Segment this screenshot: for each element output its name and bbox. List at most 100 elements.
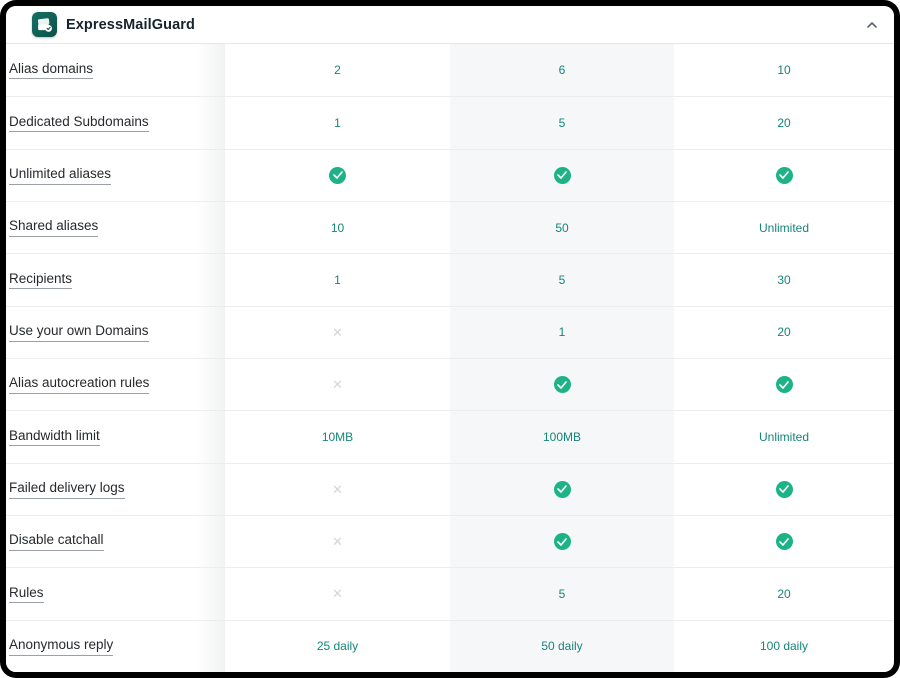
value-cell: ✕ bbox=[225, 307, 450, 358]
feature-cell: Failed delivery logs bbox=[6, 463, 225, 516]
feature-label[interactable]: Disable catchall bbox=[9, 532, 104, 551]
stacked-mail-logo-icon bbox=[32, 12, 57, 37]
value-cell bbox=[674, 150, 894, 201]
feature-cell: Dedicated Subdomains bbox=[6, 97, 225, 149]
value-cell: 2 bbox=[225, 44, 450, 96]
value-text: Unlimited bbox=[758, 429, 809, 444]
check-icon bbox=[775, 166, 793, 184]
value-cell: 1 bbox=[225, 97, 450, 148]
value-cell: Unlimited bbox=[674, 202, 894, 253]
value-text: 1 bbox=[334, 115, 341, 130]
value-cell: 20 bbox=[674, 307, 894, 358]
value-text: 20 bbox=[777, 115, 791, 130]
feature-cell: Disable catchall bbox=[6, 515, 225, 568]
value-text: 5 bbox=[558, 586, 566, 601]
value-cell: 1 bbox=[225, 254, 450, 305]
feature-label[interactable]: Anonymous reply bbox=[9, 637, 114, 656]
check-icon bbox=[775, 533, 793, 551]
value-text: 20 bbox=[777, 586, 791, 601]
check-icon bbox=[553, 166, 571, 184]
feature-cell: Alias autocreation rules bbox=[6, 358, 225, 411]
table-row: Disable catchall ✕ bbox=[6, 514, 894, 568]
check-icon bbox=[553, 533, 571, 551]
value-cell bbox=[450, 463, 674, 515]
feature-label[interactable]: Shared aliases bbox=[9, 218, 99, 237]
check-icon bbox=[775, 376, 793, 394]
value-cell bbox=[674, 359, 894, 410]
feature-label[interactable]: Alias autocreation rules bbox=[9, 375, 150, 394]
feature-label[interactable]: Use your own Domains bbox=[9, 323, 149, 342]
value-text: 50 daily bbox=[541, 639, 583, 654]
table-row: Anonymous reply 25 daily 50 daily 100 da… bbox=[6, 619, 894, 672]
value-cell: 50 daily bbox=[450, 620, 674, 672]
chevron-up-icon bbox=[864, 17, 880, 33]
pricing-card: ExpressMailGuard Alias domains 2 6 10 De… bbox=[6, 6, 894, 672]
feature-cell: Unlimited aliases bbox=[6, 149, 225, 202]
value-text: 10MB bbox=[321, 429, 354, 444]
value-cell: 25 daily bbox=[225, 621, 450, 672]
value-cell: ✕ bbox=[225, 464, 450, 515]
feature-label[interactable]: Dedicated Subdomains bbox=[9, 114, 149, 133]
table-row: Use your own Domains ✕ 1 20 bbox=[6, 305, 894, 359]
feature-label[interactable]: Unlimited aliases bbox=[9, 166, 112, 185]
value-cell bbox=[674, 464, 894, 515]
cross-icon: ✕ bbox=[332, 377, 343, 393]
value-text: 2 bbox=[334, 63, 341, 78]
check-icon bbox=[329, 166, 346, 184]
value-cell: 6 bbox=[450, 44, 674, 97]
value-text: 100MB bbox=[542, 429, 582, 444]
value-cell: 10 bbox=[674, 44, 894, 96]
value-text: 6 bbox=[558, 63, 566, 78]
table-row: Alias domains 2 6 10 bbox=[6, 44, 894, 97]
table-row: Rules ✕ 5 20 bbox=[6, 567, 894, 620]
value-cell: 30 bbox=[674, 254, 894, 305]
value-cell: 5 bbox=[450, 568, 674, 620]
check-icon bbox=[553, 376, 571, 394]
table-row: Shared aliases 10 50 Unlimited bbox=[6, 200, 894, 254]
feature-label[interactable]: Failed delivery logs bbox=[9, 480, 125, 499]
value-text: Unlimited bbox=[758, 220, 809, 235]
cross-icon: ✕ bbox=[332, 481, 343, 497]
value-cell: ✕ bbox=[225, 516, 450, 567]
value-text: 25 daily bbox=[316, 639, 359, 654]
value-text: 50 bbox=[555, 220, 569, 235]
value-cell: 1 bbox=[450, 306, 674, 358]
value-cell bbox=[450, 149, 674, 201]
value-cell: 20 bbox=[674, 97, 894, 148]
feature-cell: Anonymous reply bbox=[6, 620, 225, 672]
feature-label[interactable]: Recipients bbox=[9, 271, 73, 290]
feature-table: Alias domains 2 6 10 Dedicated Subdomain… bbox=[6, 44, 894, 672]
value-cell: 50 bbox=[450, 201, 674, 254]
feature-label[interactable]: Rules bbox=[9, 585, 44, 604]
check-icon bbox=[775, 480, 793, 498]
value-text: 5 bbox=[558, 115, 566, 130]
feature-cell: Rules bbox=[6, 568, 225, 620]
feature-label[interactable]: Bandwidth limit bbox=[9, 428, 100, 447]
value-cell: 10 bbox=[225, 202, 450, 253]
value-text: 100 daily bbox=[759, 639, 809, 654]
feature-cell: Bandwidth limit bbox=[6, 411, 225, 463]
cross-icon: ✕ bbox=[332, 586, 343, 602]
value-cell bbox=[450, 358, 674, 411]
feature-cell: Recipients bbox=[6, 254, 225, 306]
value-cell: 100 daily bbox=[674, 621, 894, 672]
cross-icon: ✕ bbox=[332, 324, 343, 340]
value-text: 10 bbox=[777, 63, 791, 78]
value-cell: 100MB bbox=[450, 411, 674, 463]
value-text: 30 bbox=[777, 272, 791, 287]
collapse-button[interactable] bbox=[862, 15, 882, 35]
value-cell: ✕ bbox=[225, 359, 450, 410]
card-header: ExpressMailGuard bbox=[6, 6, 894, 44]
app-title: ExpressMailGuard bbox=[66, 16, 195, 33]
table-row: Dedicated Subdomains 1 5 20 bbox=[6, 96, 894, 149]
value-cell: Unlimited bbox=[674, 411, 894, 462]
feature-cell: Use your own Domains bbox=[6, 306, 225, 359]
check-icon bbox=[553, 480, 571, 498]
table-row: Bandwidth limit 10MB 100MB Unlimited bbox=[6, 410, 894, 463]
value-cell: 5 bbox=[450, 97, 674, 149]
feature-label[interactable]: Alias domains bbox=[9, 61, 94, 80]
value-cell bbox=[674, 516, 894, 567]
value-text: 1 bbox=[558, 325, 566, 340]
